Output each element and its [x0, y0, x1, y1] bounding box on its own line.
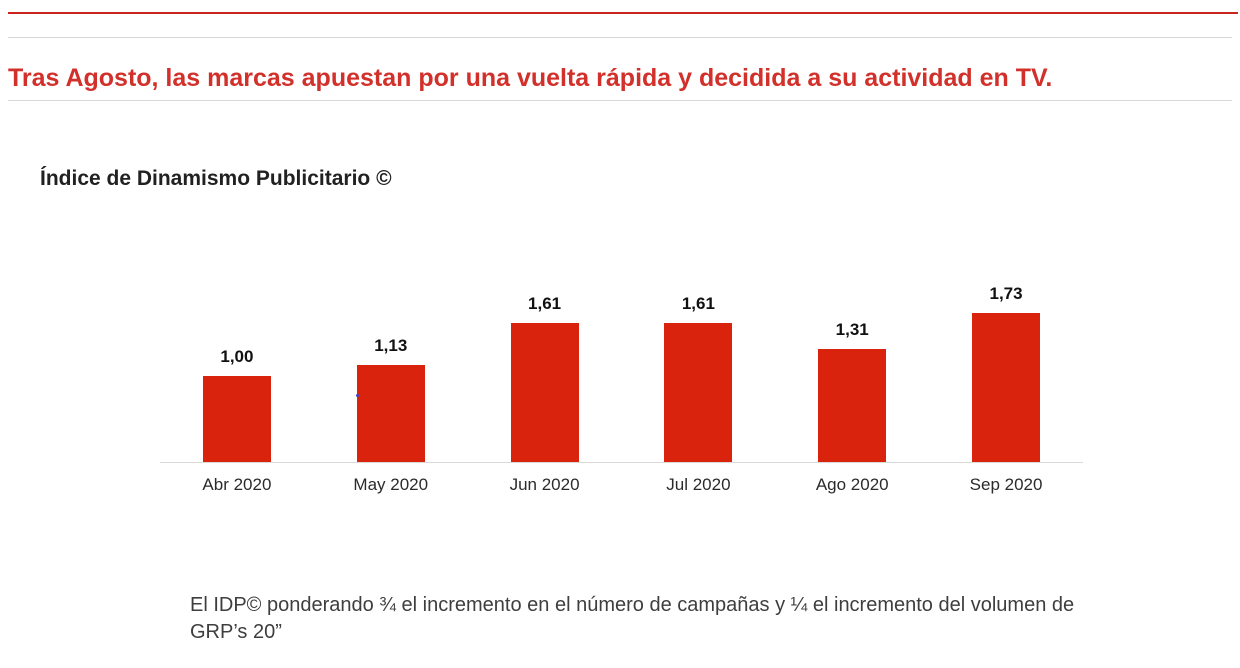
bar-value-label: 1,00: [220, 347, 254, 366]
divider-line-below-headline: [8, 100, 1232, 101]
x-axis-tick-label: Jun 2020: [509, 475, 580, 494]
x-axis-tick-label: Jul 2020: [666, 475, 731, 494]
bar-column: 1,31: [775, 280, 929, 462]
bar-value-label: 1,73: [989, 284, 1023, 303]
bar-value-label: 1,13: [374, 336, 408, 355]
slide-headline: Tras Agosto, las marcas apuestan por una…: [8, 64, 1053, 92]
bar-value-label: 1,61: [528, 294, 562, 313]
bar-value-label: 1,61: [681, 294, 715, 313]
plot-area: 1,00 1,13 1,61 1,61 1,31 1,73: [160, 280, 1083, 463]
bar-column: 1,61: [468, 280, 622, 462]
x-axis-tick-label: May 2020: [353, 475, 429, 494]
x-axis-labels: Abr 2020 May 2020 Jun 2020 Jul 2020 Ago 2020…: [160, 463, 1083, 495]
chart-title: Índice de Dinamismo Publicitario ©: [40, 167, 392, 190]
artifact-blue-dot: [356, 394, 359, 397]
bar: [972, 313, 1041, 462]
bar: [356, 365, 425, 462]
bar-column: 1,13: [314, 280, 468, 462]
x-axis-tick-label: Sep 2020: [969, 475, 1043, 494]
bar: [510, 323, 579, 462]
top-accent-rule: [8, 12, 1238, 14]
bar-column: 1,73: [929, 280, 1083, 462]
bar-chart: 1,00 1,13 1,61 1,61 1,31 1,73 Abr 2020 May 202…: [160, 280, 1083, 495]
bar: [664, 323, 733, 462]
bar-column: 1,61: [621, 280, 775, 462]
x-axis-tick-label: Abr 2020: [202, 475, 272, 494]
bar: [818, 349, 887, 462]
bar: [202, 376, 271, 462]
bar-column: 1,00: [160, 280, 314, 462]
chart-footnote: El IDP© ponderando ¾ el incremento en el…: [190, 594, 1075, 643]
bar-value-label: 1,31: [835, 320, 869, 339]
x-axis-tick-label: Ago 2020: [815, 475, 889, 494]
divider-line-top: [8, 37, 1232, 38]
